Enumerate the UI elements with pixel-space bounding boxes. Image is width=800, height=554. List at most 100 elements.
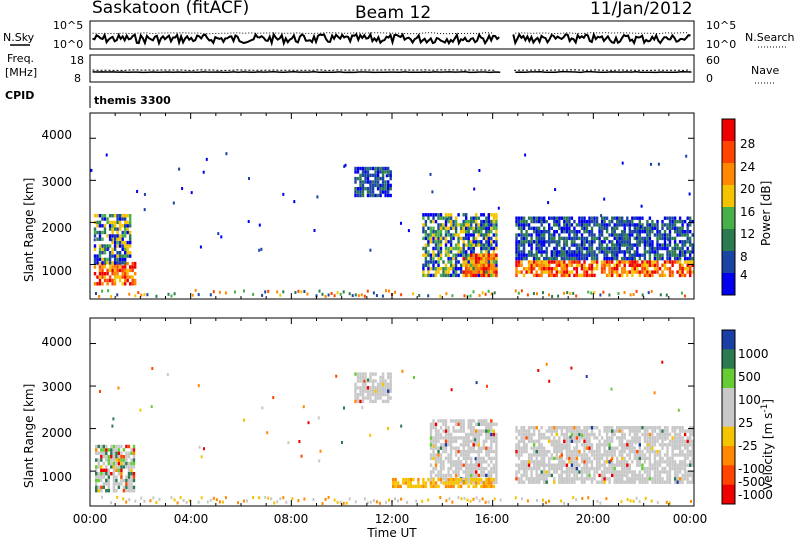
powerCells-cell — [548, 230, 551, 234]
velCells-cell — [540, 477, 543, 481]
powerCells-cell — [570, 236, 574, 241]
powerCells-cell — [475, 226, 478, 230]
powerCells-speckle — [650, 162, 652, 166]
powerCells-cell — [626, 260, 629, 264]
powerCells-ground-cell — [98, 295, 101, 298]
powerCells-cell — [540, 230, 543, 234]
powerCells-cell — [530, 250, 533, 254]
velCells-ground-cell — [110, 501, 113, 505]
power-cb-tick-28: 28 — [740, 137, 755, 151]
velCells-cell — [621, 456, 624, 461]
powerCells-cell — [364, 180, 367, 184]
velCells-cell — [115, 461, 118, 466]
velCells-ground-cell — [246, 499, 248, 503]
powerCells-cell — [568, 260, 571, 264]
velCells-ground-cell — [572, 496, 575, 500]
powerCells-ground-cell — [623, 291, 626, 294]
powerCells-cell — [658, 256, 662, 261]
powerCells-cell — [560, 246, 563, 251]
velCells-cell — [605, 456, 609, 461]
velCells-cell — [676, 439, 679, 443]
velCells-cell — [97, 461, 100, 466]
powerCells-cell — [633, 226, 636, 230]
powerCells-cell — [641, 270, 644, 274]
powerCells-ground-cell — [146, 293, 149, 297]
velCells-cell — [127, 455, 131, 459]
powerCells-ground-cell — [366, 289, 369, 293]
powerCells-cell — [374, 173, 377, 177]
velCells-cell — [608, 480, 611, 484]
velCells-cell — [583, 477, 586, 481]
velCells-cell — [495, 439, 498, 443]
powerCells-cell — [118, 278, 122, 283]
velCells-cell — [575, 453, 579, 457]
velCells-cell — [482, 481, 485, 485]
velCells-cell — [608, 477, 611, 481]
velCells-ground-cell — [212, 496, 215, 500]
velCells-cell — [621, 432, 624, 437]
powerCells-cell — [565, 256, 569, 261]
powerCells-cell — [487, 233, 490, 237]
velCells-cell — [578, 470, 581, 474]
powerCells-cell — [530, 243, 533, 247]
powerCells-cell — [517, 246, 521, 251]
powerCells-cell — [492, 240, 496, 244]
powerCells-cell — [522, 223, 526, 227]
velCells-cell — [487, 426, 490, 430]
powerCells-cell — [124, 265, 127, 269]
powerCells-cell — [490, 246, 493, 251]
powerCells-cell — [124, 230, 127, 235]
powerCells-cell — [548, 270, 551, 274]
powerCells-cell — [653, 267, 657, 271]
powerCells-cell — [354, 187, 357, 191]
velCells-ground-cell — [291, 497, 294, 501]
velCells-cell — [573, 466, 576, 471]
velCells-cell — [520, 480, 523, 484]
powerCells-cell — [555, 267, 558, 271]
velCells-cell — [633, 449, 636, 454]
velCells-ground-cell — [668, 501, 671, 505]
velCells-cell — [470, 466, 473, 471]
powerCells-cell — [648, 243, 652, 247]
powerCells-cell — [121, 237, 124, 241]
beam-title: Beam 12 — [355, 3, 431, 23]
velCells-cell — [472, 419, 475, 423]
velCells-cell — [374, 399, 377, 404]
velCells-ground-cell — [499, 498, 502, 502]
velCells-ground-cell — [372, 499, 375, 502]
powerCells-cell — [437, 270, 440, 274]
velCells-cell — [560, 463, 563, 467]
powerCells-cell — [470, 233, 473, 237]
velCells-cell — [555, 443, 558, 447]
velocity-cb-tick-100: 100 — [738, 393, 761, 407]
velCells-cell — [663, 480, 667, 484]
velCells-cell — [573, 477, 576, 481]
powerCells-cell — [608, 270, 611, 274]
powerCells-cell — [472, 216, 475, 220]
velCells-cell — [107, 455, 110, 459]
velCells-cell — [618, 470, 621, 474]
velCells-cell — [598, 460, 601, 464]
powerCells-cell — [467, 223, 470, 227]
powerCells-cell — [118, 237, 122, 241]
powerCells-cell — [611, 260, 614, 264]
velCells-cell — [671, 446, 674, 450]
powerCells-cell — [427, 226, 430, 230]
velCells-cell — [517, 477, 521, 481]
velCells-cell — [369, 375, 372, 380]
velCells-cell — [402, 477, 405, 482]
powerCells-cell — [457, 273, 460, 278]
powerCells-cell — [522, 250, 526, 254]
powerCells-cell — [681, 219, 684, 224]
velCells-cell — [595, 443, 599, 447]
velCells-cell — [585, 453, 589, 457]
velCells-cell — [631, 480, 634, 484]
velCells-cell — [568, 453, 571, 457]
powerCells-cell — [653, 256, 657, 261]
velCells-cell — [427, 477, 430, 482]
powerCells-cell — [487, 253, 490, 257]
velCells-cell — [530, 466, 533, 471]
powerCells-cell — [424, 213, 428, 217]
powerCells-cell — [563, 260, 566, 264]
powerCells-cell — [603, 223, 606, 227]
